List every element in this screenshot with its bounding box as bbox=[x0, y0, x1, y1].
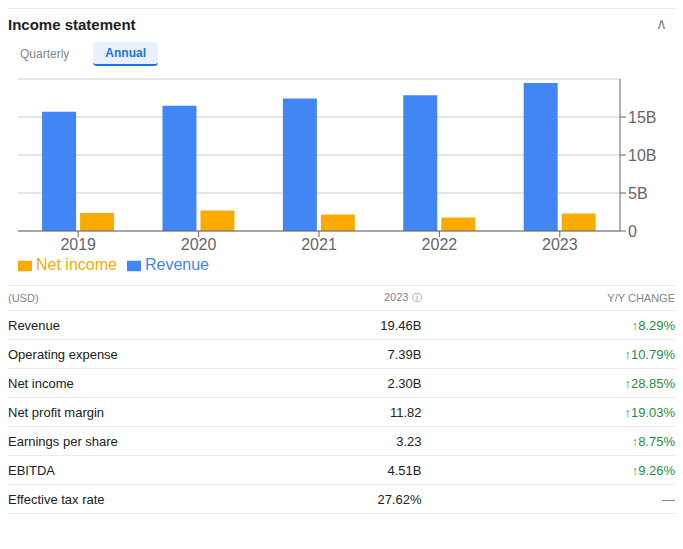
svg-text:2022: 2022 bbox=[422, 236, 458, 253]
svg-text:10B: 10B bbox=[628, 147, 656, 164]
html-text:Operating expense: Operating expense bbox=[8, 346, 118, 362]
svg-text:2020: 2020 bbox=[181, 236, 217, 253]
html-text:↑8.29%: ↑8.29% bbox=[631, 317, 675, 333]
html-text:19.46B: 19.46B bbox=[380, 317, 422, 333]
html-text:Income statement: Income statement bbox=[8, 15, 136, 33]
html-text:Quarterly: Quarterly bbox=[20, 47, 70, 61]
html-text:Effective tax rate: Effective tax rate bbox=[8, 491, 105, 507]
html-text:Y/Y CHANGE: Y/Y CHANGE bbox=[607, 292, 675, 304]
html-text:↑8.75%: ↑8.75% bbox=[631, 433, 675, 449]
html-text:2023 ⓘ: 2023 ⓘ bbox=[384, 291, 422, 303]
html-text:↑28.85%: ↑28.85% bbox=[624, 375, 675, 391]
html-text:↑10.79%: ↑10.79% bbox=[624, 346, 675, 362]
html-text:4.51B: 4.51B bbox=[387, 462, 422, 478]
svg-text:5B: 5B bbox=[628, 185, 648, 202]
svg-text:15B: 15B bbox=[628, 109, 656, 126]
html-text:(USD): (USD) bbox=[8, 292, 39, 304]
html-text:↑19.03%: ↑19.03% bbox=[624, 404, 675, 420]
svg-text:2021: 2021 bbox=[301, 236, 337, 253]
html-text:3.23: 3.23 bbox=[396, 433, 422, 449]
svg-text:2023: 2023 bbox=[542, 236, 578, 253]
html-text:Net profit margin: Net profit margin bbox=[8, 404, 105, 420]
html-text:Annual: Annual bbox=[105, 46, 146, 60]
html-text:Net income: Net income bbox=[8, 375, 74, 391]
html-text:2.30B: 2.30B bbox=[387, 375, 422, 391]
html-text:Revenue: Revenue bbox=[8, 317, 60, 333]
html-text:Earnings per share: Earnings per share bbox=[8, 433, 118, 449]
html-text:Net income: Net income bbox=[36, 256, 117, 273]
svg-text:0: 0 bbox=[628, 223, 637, 240]
html-text:11.82: 11.82 bbox=[389, 404, 422, 420]
html-text:EBITDA: EBITDA bbox=[8, 462, 55, 478]
html-text:27.62%: 27.62% bbox=[377, 491, 422, 507]
svg-text:2019: 2019 bbox=[60, 236, 96, 253]
html-text:Revenue: Revenue bbox=[144, 256, 209, 273]
html-text:↑9.26%: ↑9.26% bbox=[631, 462, 675, 478]
html-text:7.39B: 7.39B bbox=[387, 346, 422, 362]
